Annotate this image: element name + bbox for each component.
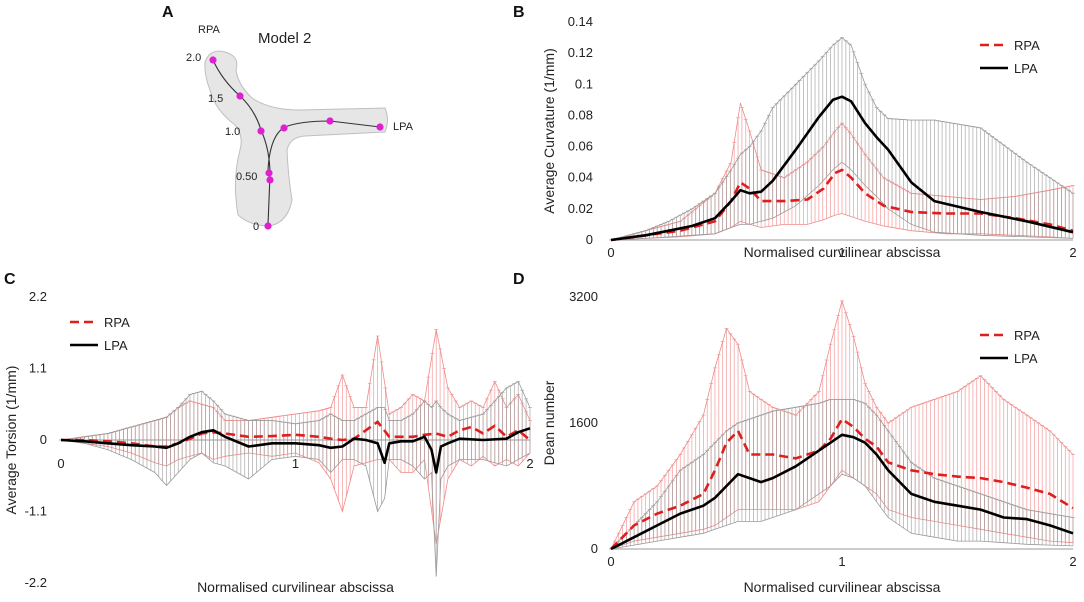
- series-line-rpa: [61, 420, 531, 448]
- model-title: Model 2: [258, 30, 312, 47]
- x-tick-label: 1: [292, 456, 299, 471]
- y-tick-label: 0: [40, 432, 47, 447]
- x-tick-label: 2: [526, 456, 533, 471]
- y-tick-label: 1600: [569, 415, 598, 430]
- band-upper-edge: [610, 399, 1074, 550]
- chart-c: -2.2 -1.1 0 1.1 2.2 0 1 2 Normalised curvilinear…: [3, 289, 534, 595]
- centerline-marker-3: [265, 169, 273, 177]
- legend-label-rpa: RPA: [1014, 328, 1040, 343]
- series-line-lpa: [610, 433, 1074, 551]
- y-tick-label: -1.1: [25, 504, 47, 519]
- marker-label-1-5: 1.5: [208, 93, 224, 105]
- centerline-marker-7: [326, 117, 334, 125]
- series-line-lpa: [610, 95, 1074, 242]
- x-tick-label: 2: [1069, 245, 1076, 260]
- error-band-lpa: [609, 37, 1075, 241]
- vessel-model: [204, 50, 388, 230]
- y-tick-label: -2.2: [25, 575, 47, 590]
- x-axis-title: Normalised curvilinear abscissa: [197, 579, 394, 595]
- centerline-marker-2: [257, 127, 265, 135]
- band-upper-edge: [610, 102, 1074, 241]
- y-tick-label: 0.02: [568, 201, 593, 216]
- y-tick-label: 1.1: [29, 361, 47, 376]
- vessel-surface: [204, 50, 388, 227]
- panel-letter-c: C: [4, 271, 16, 288]
- x-tick-label: 0: [607, 554, 614, 569]
- error-band-lpa: [59, 380, 532, 577]
- y-axis-title: Average Curvature (1/mm): [541, 48, 557, 213]
- band-upper-edge: [610, 299, 1074, 550]
- x-tick-label: 1: [838, 245, 845, 260]
- band-lower-edge: [610, 473, 1074, 550]
- band-upper-edge: [60, 380, 531, 441]
- x-tick-label: 1: [838, 554, 845, 569]
- y-tick-label: 0: [586, 232, 593, 247]
- series-line-lpa: [60, 427, 531, 474]
- centerline-marker-1: [236, 92, 244, 100]
- centerline-marker-4: [266, 176, 274, 184]
- x-axis-title: Normalised curvilinear abscissa: [744, 244, 941, 260]
- x-tick-label: 0: [607, 245, 614, 260]
- panel-letter-b: B: [513, 4, 525, 21]
- legend-label-lpa: LPA: [104, 338, 128, 353]
- legend-label-lpa: LPA: [1014, 351, 1038, 366]
- centerline-marker-5: [264, 222, 272, 230]
- centerline-marker-8: [376, 123, 384, 131]
- y-tick-label: 0.04: [568, 170, 593, 185]
- band-upper-edge: [610, 37, 1074, 241]
- y-tick-label: 0.08: [568, 107, 593, 122]
- x-tick-label: 0: [57, 456, 64, 471]
- band-lower-edge: [60, 439, 531, 577]
- x-axis-title: Normalised curvilinear abscissa: [744, 579, 941, 595]
- error-band-lpa: [609, 398, 1075, 550]
- y-tick-label: 0.1: [575, 76, 593, 91]
- marker-label-0-50: 0.50: [236, 171, 258, 183]
- legend-label-rpa: RPA: [1014, 38, 1040, 53]
- marker-label-2-0: 2.0: [186, 52, 202, 64]
- chart-d: 0 1600 3200 0 1 2 Normalised curvilinear absci…: [541, 289, 1077, 595]
- y-axis-title: Dean number: [541, 380, 557, 465]
- legend-label-rpa: RPA: [104, 315, 130, 330]
- y-axis-title: Average Torsion (1/mm): [3, 366, 19, 515]
- y-tick-label: 3200: [569, 289, 598, 304]
- y-tick-label: 0: [591, 541, 598, 556]
- y-tick-label: 0.14: [568, 14, 593, 29]
- panel-letter-d: D: [513, 271, 525, 288]
- y-tick-label: 0.12: [568, 45, 593, 60]
- chart-b: 0 0.02 0.04 0.06 0.08 0.1 0.12 0.14 0 1 2 Normalise…: [541, 14, 1077, 260]
- y-tick-label: 2.2: [29, 289, 47, 304]
- panel-letter-a: A: [162, 4, 174, 21]
- vessel-label-rpa: RPA: [198, 24, 220, 36]
- series-line-rpa: [610, 417, 1074, 550]
- centerline-marker-6: [280, 124, 288, 132]
- x-tick-label: 2: [1069, 554, 1076, 569]
- legend-label-lpa: LPA: [1014, 61, 1038, 76]
- marker-label-0: 0: [253, 221, 260, 233]
- y-tick-label: 0.06: [568, 139, 593, 154]
- vessel-label-lpa: LPA: [393, 121, 413, 133]
- centerline-marker-0: [209, 56, 217, 64]
- marker-label-1-0: 1.0: [225, 126, 241, 138]
- band-lower-edge: [610, 161, 1074, 241]
